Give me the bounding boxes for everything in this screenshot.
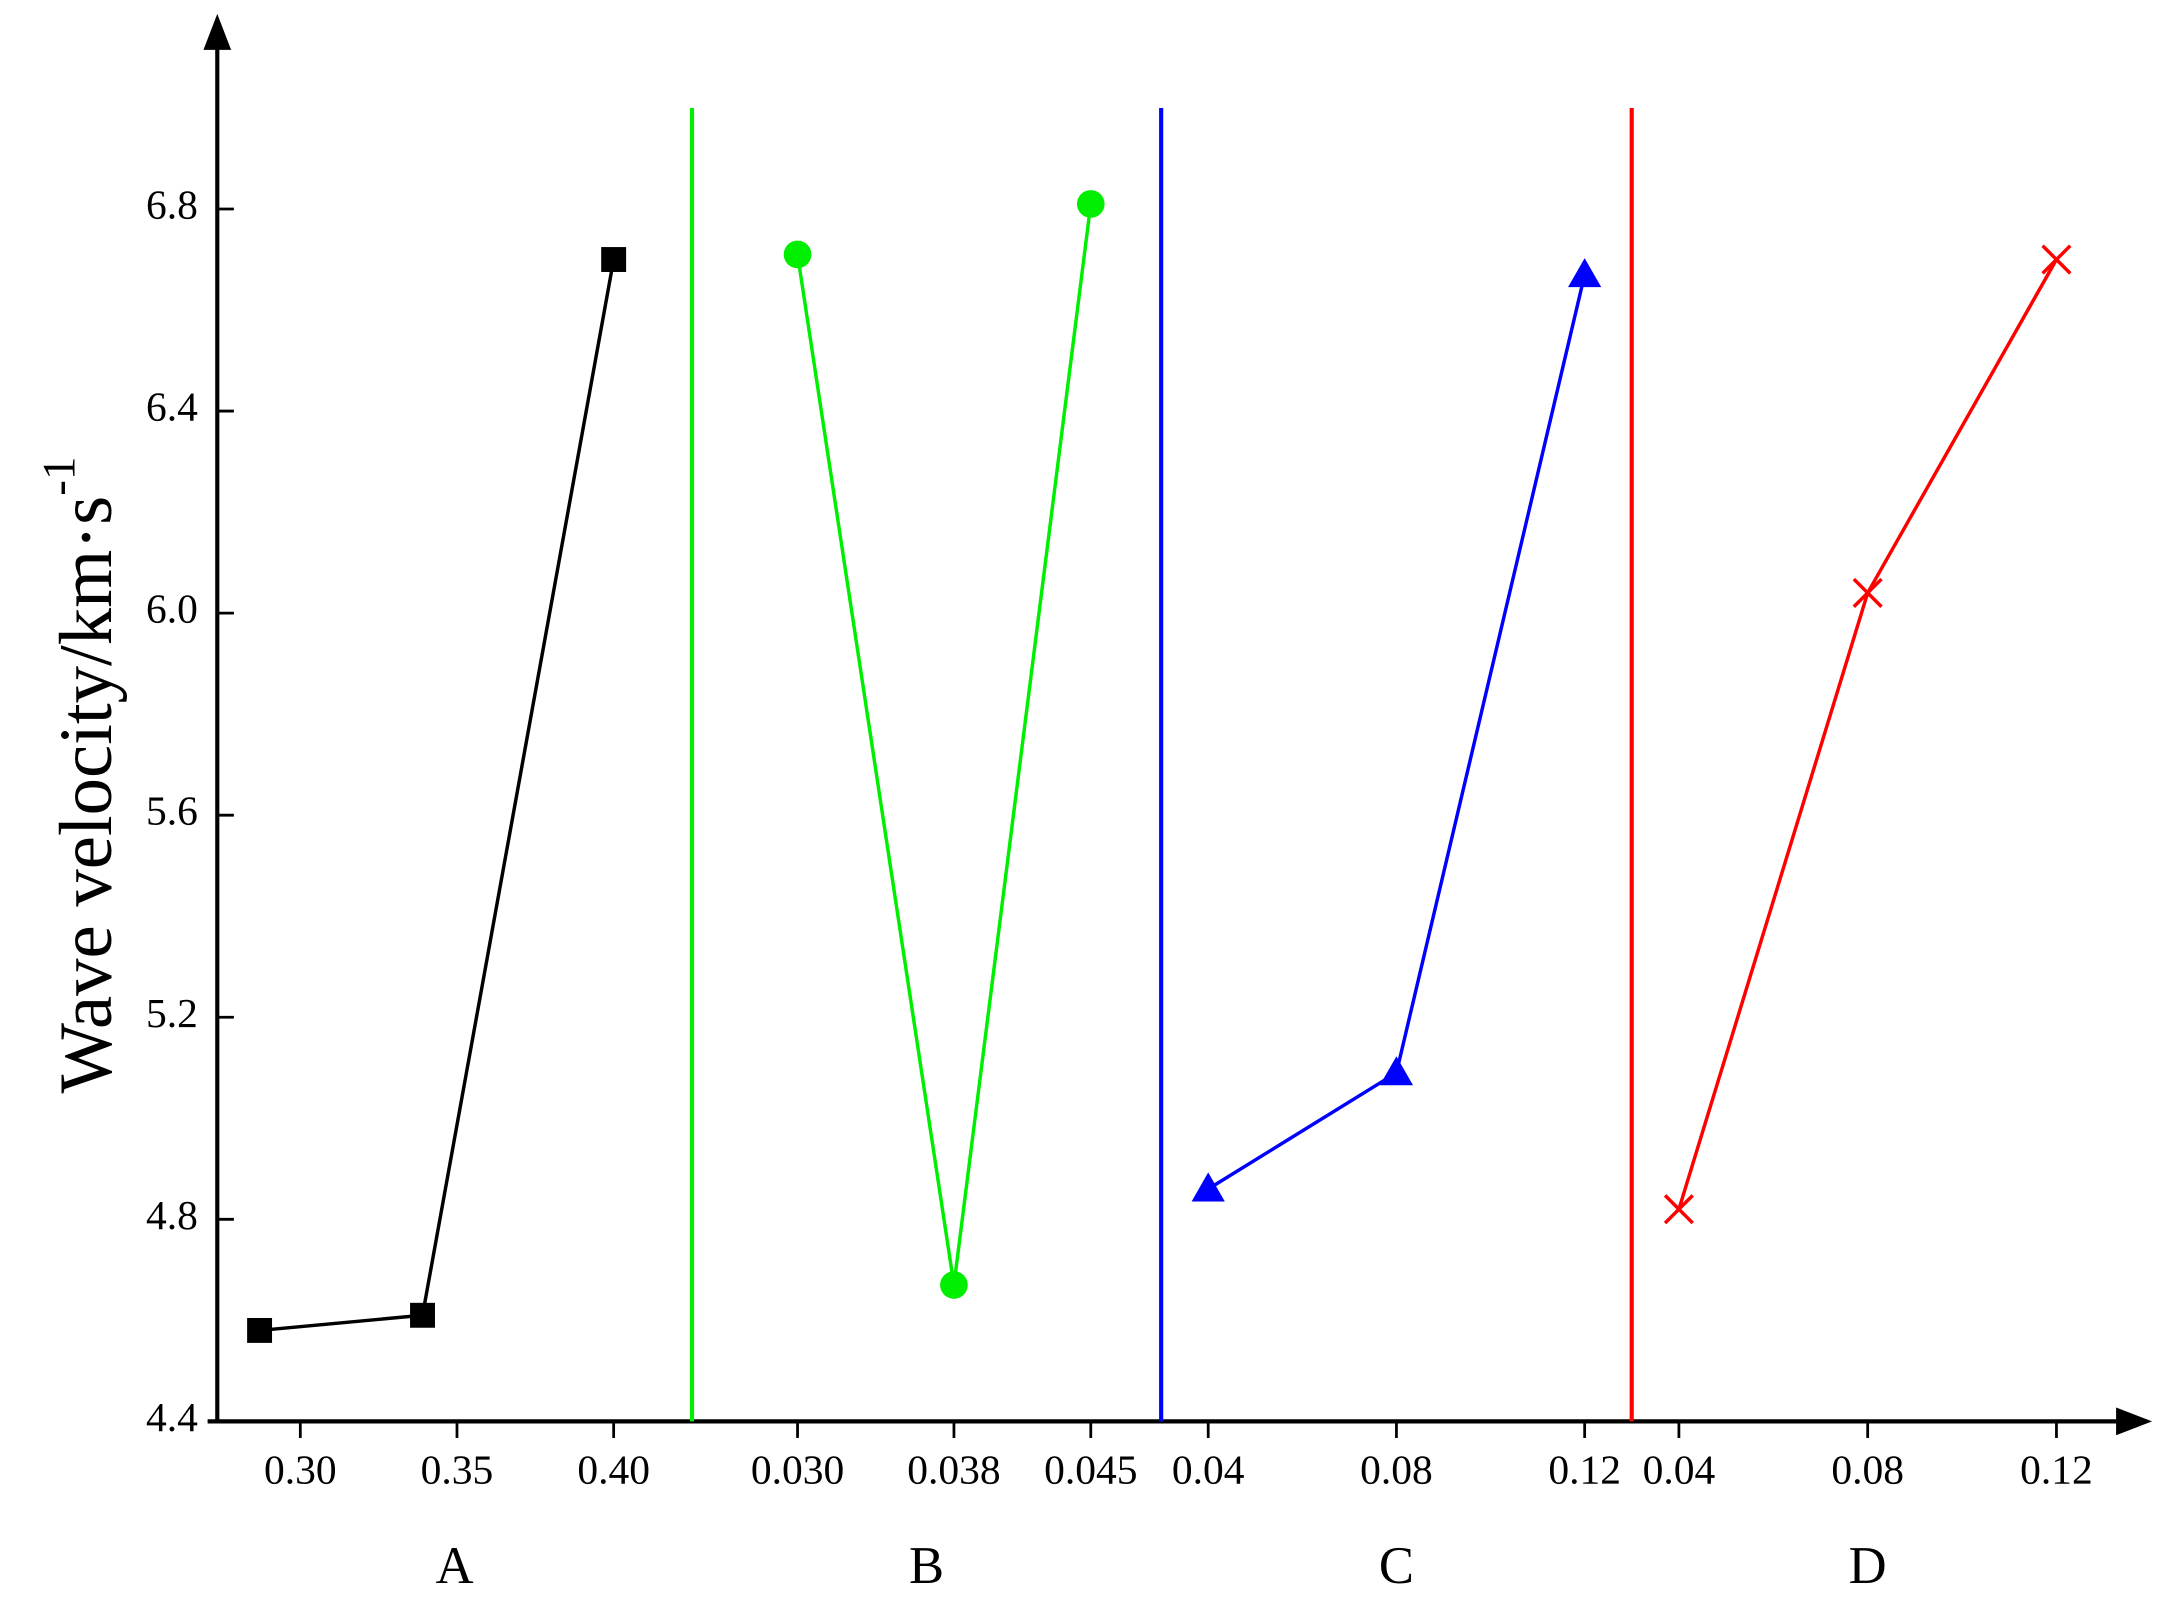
panel-label: B (909, 1537, 944, 1595)
marker (1568, 258, 1602, 288)
x-tick-label: 0.08 (1360, 1446, 1433, 1492)
y-tick-label: 4.4 (146, 1394, 198, 1440)
y-tick-label: 6.8 (146, 182, 198, 228)
y-tick-label: 5.2 (146, 990, 198, 1036)
y-tick-label: 4.8 (146, 1192, 198, 1238)
y-axis-title-text: Wave velocity/km·s (45, 496, 128, 1094)
x-tick-label: 0.04 (1172, 1446, 1245, 1492)
marker (410, 1302, 435, 1328)
series-line (259, 259, 616, 1333)
x-tick-label: 0.08 (1831, 1446, 1904, 1492)
x-tick-label: 0.045 (1044, 1446, 1137, 1492)
x-tick-label: 0.038 (907, 1446, 1000, 1492)
x-tick-label: 0.04 (1643, 1446, 1716, 1492)
marker (1191, 1172, 1225, 1202)
marker (2041, 244, 2072, 275)
y-axis-title-superscript: -1 (33, 457, 85, 496)
y-tick-label: 5.6 (146, 788, 198, 834)
x-tick-label: 0.30 (264, 1446, 337, 1492)
panel-label: D (1849, 1537, 1887, 1595)
x-tick-label: 0.030 (751, 1446, 844, 1492)
marker (1076, 190, 1105, 218)
series-line (1207, 274, 1587, 1191)
marker (1379, 1056, 1414, 1086)
panel-label: C (1379, 1537, 1414, 1595)
x-axis-arrow (2116, 1407, 2153, 1436)
series-line (1677, 258, 2058, 1210)
marker (1663, 1194, 1694, 1225)
series-line (795, 203, 1093, 1286)
x-tick-label: 0.40 (577, 1446, 650, 1492)
y-axis-title: Wave velocity/km·s-1 (33, 457, 128, 1094)
x-tick-label: 0.35 (421, 1446, 494, 1492)
marker (1852, 577, 1883, 608)
y-tick-label: 6.4 (146, 384, 198, 430)
marker (601, 247, 627, 272)
marker (940, 1271, 968, 1299)
y-tick-label: 6.0 (146, 586, 198, 632)
y-axis-arrow (203, 13, 232, 50)
marker (783, 240, 812, 269)
x-tick-label: 0.12 (1548, 1446, 1621, 1492)
x-tick-label: 0.12 (2020, 1446, 2093, 1492)
marker (247, 1317, 273, 1343)
panel-label: A (436, 1537, 474, 1595)
